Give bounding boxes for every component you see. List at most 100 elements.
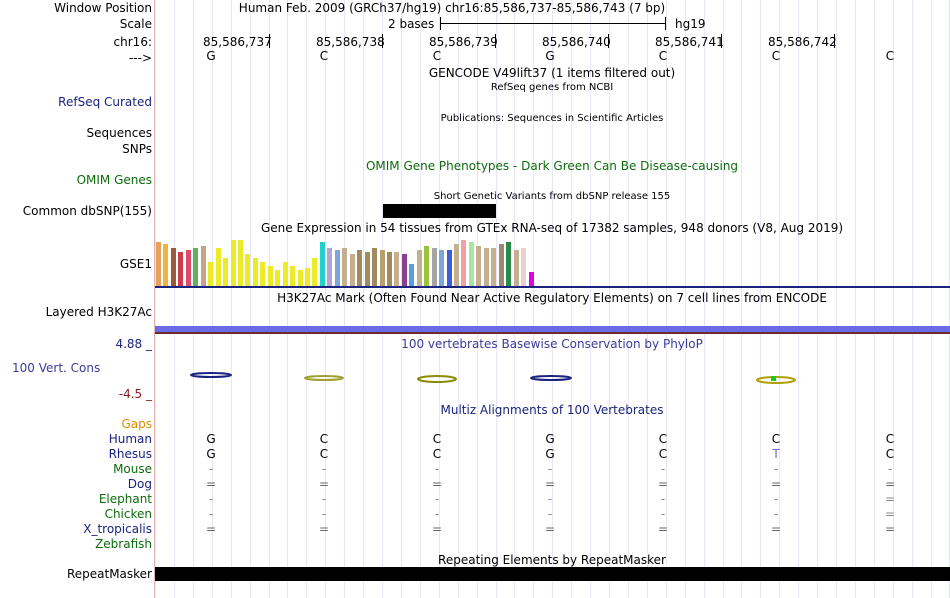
gtex-tissue-bar[interactable] bbox=[208, 262, 214, 286]
coordinate-tick bbox=[721, 34, 722, 48]
gtex-tissue-bar[interactable] bbox=[461, 240, 467, 286]
dbsnp-variant-block[interactable] bbox=[383, 204, 496, 218]
gtex-tissue-bar[interactable] bbox=[439, 250, 445, 286]
alignment-base-human: C bbox=[771, 432, 781, 446]
alignment-base-human: G bbox=[545, 432, 555, 446]
gtex-tissue-bar[interactable] bbox=[416, 250, 422, 286]
species-label-rhesus[interactable]: Rhesus bbox=[108, 447, 152, 461]
species-label-x_tropicalis[interactable]: X_tropicalis bbox=[83, 522, 152, 536]
alignment-base-dog: = bbox=[544, 477, 556, 491]
grid-line bbox=[155, 0, 156, 598]
track-label-column: Window Position Scale chr16: ---> RefSeq… bbox=[0, 0, 154, 598]
gtex-tissue-bar[interactable] bbox=[394, 252, 400, 286]
gtex-tissue-bar[interactable] bbox=[454, 244, 459, 286]
label-dbsnp[interactable]: Common dbSNP(155) bbox=[22, 204, 152, 218]
grid-line bbox=[912, 0, 913, 598]
species-label-human[interactable]: Human bbox=[108, 432, 152, 446]
label-gaps[interactable]: Gaps bbox=[121, 417, 152, 431]
gtex-tissue-bar[interactable] bbox=[237, 240, 243, 286]
label-omim[interactable]: OMIM Genes bbox=[76, 173, 152, 187]
gtex-tissue-bar[interactable] bbox=[223, 258, 229, 286]
gtex-tissue-bar[interactable] bbox=[185, 250, 191, 286]
gtex-tissue-bar[interactable] bbox=[528, 272, 534, 286]
gtex-tissue-bar[interactable] bbox=[342, 248, 348, 286]
gtex-tissue-bar[interactable] bbox=[260, 262, 266, 286]
label-h3k27ac[interactable]: Layered H3K27Ac bbox=[45, 305, 152, 319]
alignment-base-mouse: - bbox=[208, 462, 214, 476]
label-sequences[interactable]: Sequences bbox=[86, 126, 152, 140]
species-label-chicken[interactable]: Chicken bbox=[104, 507, 152, 521]
gtex-tissue-bar[interactable] bbox=[267, 266, 273, 286]
gencode-title[interactable]: GENCODE V49lift37 (1 items filtered out) bbox=[428, 66, 676, 80]
gtex-tissue-bar[interactable] bbox=[386, 252, 392, 286]
gtex-tissue-bar[interactable] bbox=[491, 248, 497, 286]
gtex-tissue-bar[interactable] bbox=[275, 270, 281, 286]
label-repeatmasker[interactable]: RepeatMasker bbox=[66, 567, 152, 581]
species-label-dog[interactable]: Dog bbox=[127, 477, 152, 491]
gtex-tissue-bar[interactable] bbox=[170, 248, 176, 286]
gtex-tissue-bar[interactable] bbox=[483, 248, 489, 286]
gtex-tissue-bar[interactable] bbox=[401, 254, 407, 286]
label-cons-max: 4.88 _ bbox=[115, 337, 152, 351]
gtex-tissue-bar[interactable] bbox=[193, 248, 199, 286]
label-refseq[interactable]: RefSeq Curated bbox=[58, 95, 152, 109]
gtex-tissue-bar[interactable] bbox=[163, 244, 169, 286]
alignment-base-rhesus: C bbox=[319, 447, 329, 461]
scale-bar bbox=[440, 23, 666, 24]
gtex-tissue-bar[interactable] bbox=[424, 246, 430, 286]
gtex-tissue-bar[interactable] bbox=[431, 248, 437, 286]
species-label-elephant[interactable]: Elephant bbox=[98, 492, 152, 506]
gtex-tissue-bar[interactable] bbox=[446, 250, 452, 286]
alignment-base-human: C bbox=[885, 432, 895, 446]
gtex-tissue-bar[interactable] bbox=[476, 246, 482, 286]
gtex-tissue-bar[interactable] bbox=[409, 264, 415, 286]
gtex-tissue-bar[interactable] bbox=[498, 244, 504, 286]
label-strand[interactable]: ---> bbox=[128, 51, 152, 65]
gtex-tissue-bar[interactable] bbox=[379, 250, 385, 286]
alignment-base-human: C bbox=[319, 432, 329, 446]
gtex-tissue-bar[interactable] bbox=[372, 248, 378, 286]
alignment-base-human: G bbox=[206, 432, 216, 446]
track-display-area[interactable]: Human Feb. 2009 (GRCh37/hg19) chr16:85,5… bbox=[155, 0, 950, 598]
gtex-tissue-bar[interactable] bbox=[200, 246, 206, 286]
gtex-tissue-bar[interactable] bbox=[230, 240, 236, 286]
label-gse1[interactable]: GSE1 bbox=[119, 257, 152, 271]
gtex-bar-chart[interactable] bbox=[155, 238, 950, 286]
grid-line bbox=[193, 0, 194, 598]
gtex-tissue-bar[interactable] bbox=[506, 242, 512, 286]
gtex-tissue-bar[interactable] bbox=[215, 248, 221, 286]
alignment-base-chicken: - bbox=[208, 507, 214, 521]
gtex-tissue-bar[interactable] bbox=[245, 254, 251, 286]
coordinate-label: 85,586,737 bbox=[203, 35, 272, 49]
gtex-tissue-bar[interactable] bbox=[156, 242, 161, 286]
gtex-tissue-bar[interactable] bbox=[364, 252, 370, 286]
gtex-tissue-bar[interactable] bbox=[513, 250, 519, 286]
species-label-zebrafish[interactable]: Zebrafish bbox=[95, 537, 152, 551]
gtex-tissue-bar[interactable] bbox=[468, 242, 474, 286]
label-snps[interactable]: SNPs bbox=[122, 142, 152, 156]
gtex-tissue-bar[interactable] bbox=[319, 242, 325, 286]
gtex-tissue-bar[interactable] bbox=[290, 266, 296, 286]
gtex-tissue-bar[interactable] bbox=[334, 250, 340, 286]
h3k27ac-title: H3K27Ac Mark (Often Found Near Active Re… bbox=[277, 291, 827, 305]
gtex-tissue-bar[interactable] bbox=[252, 258, 258, 286]
gtex-tissue-bar[interactable] bbox=[305, 268, 310, 286]
alignment-base-dog: = bbox=[205, 477, 217, 491]
base-letter: C bbox=[658, 49, 668, 63]
gtex-tissue-bar[interactable] bbox=[357, 250, 363, 286]
h3k27ac-signal[interactable] bbox=[155, 326, 950, 332]
gtex-tissue-bar[interactable] bbox=[178, 252, 184, 286]
gtex-tissue-bar[interactable] bbox=[349, 254, 355, 286]
gtex-tissue-bar[interactable] bbox=[282, 262, 288, 286]
repeatmasker-title: Repeating Elements by RepeatMasker bbox=[438, 553, 666, 567]
gtex-tissue-bar[interactable] bbox=[312, 258, 318, 286]
grid-line bbox=[836, 0, 837, 598]
species-label-mouse[interactable]: Mouse bbox=[113, 462, 152, 476]
repeatmasker-block[interactable] bbox=[155, 567, 950, 581]
gtex-tissue-bar[interactable] bbox=[521, 248, 527, 286]
label-cons[interactable]: 100 Vert. Cons bbox=[12, 361, 101, 375]
gtex-tissue-bar[interactable] bbox=[327, 248, 333, 286]
phylop-glyphs[interactable] bbox=[155, 366, 950, 392]
h3k27ac-baseline bbox=[155, 332, 950, 334]
gtex-tissue-bar[interactable] bbox=[297, 270, 303, 286]
